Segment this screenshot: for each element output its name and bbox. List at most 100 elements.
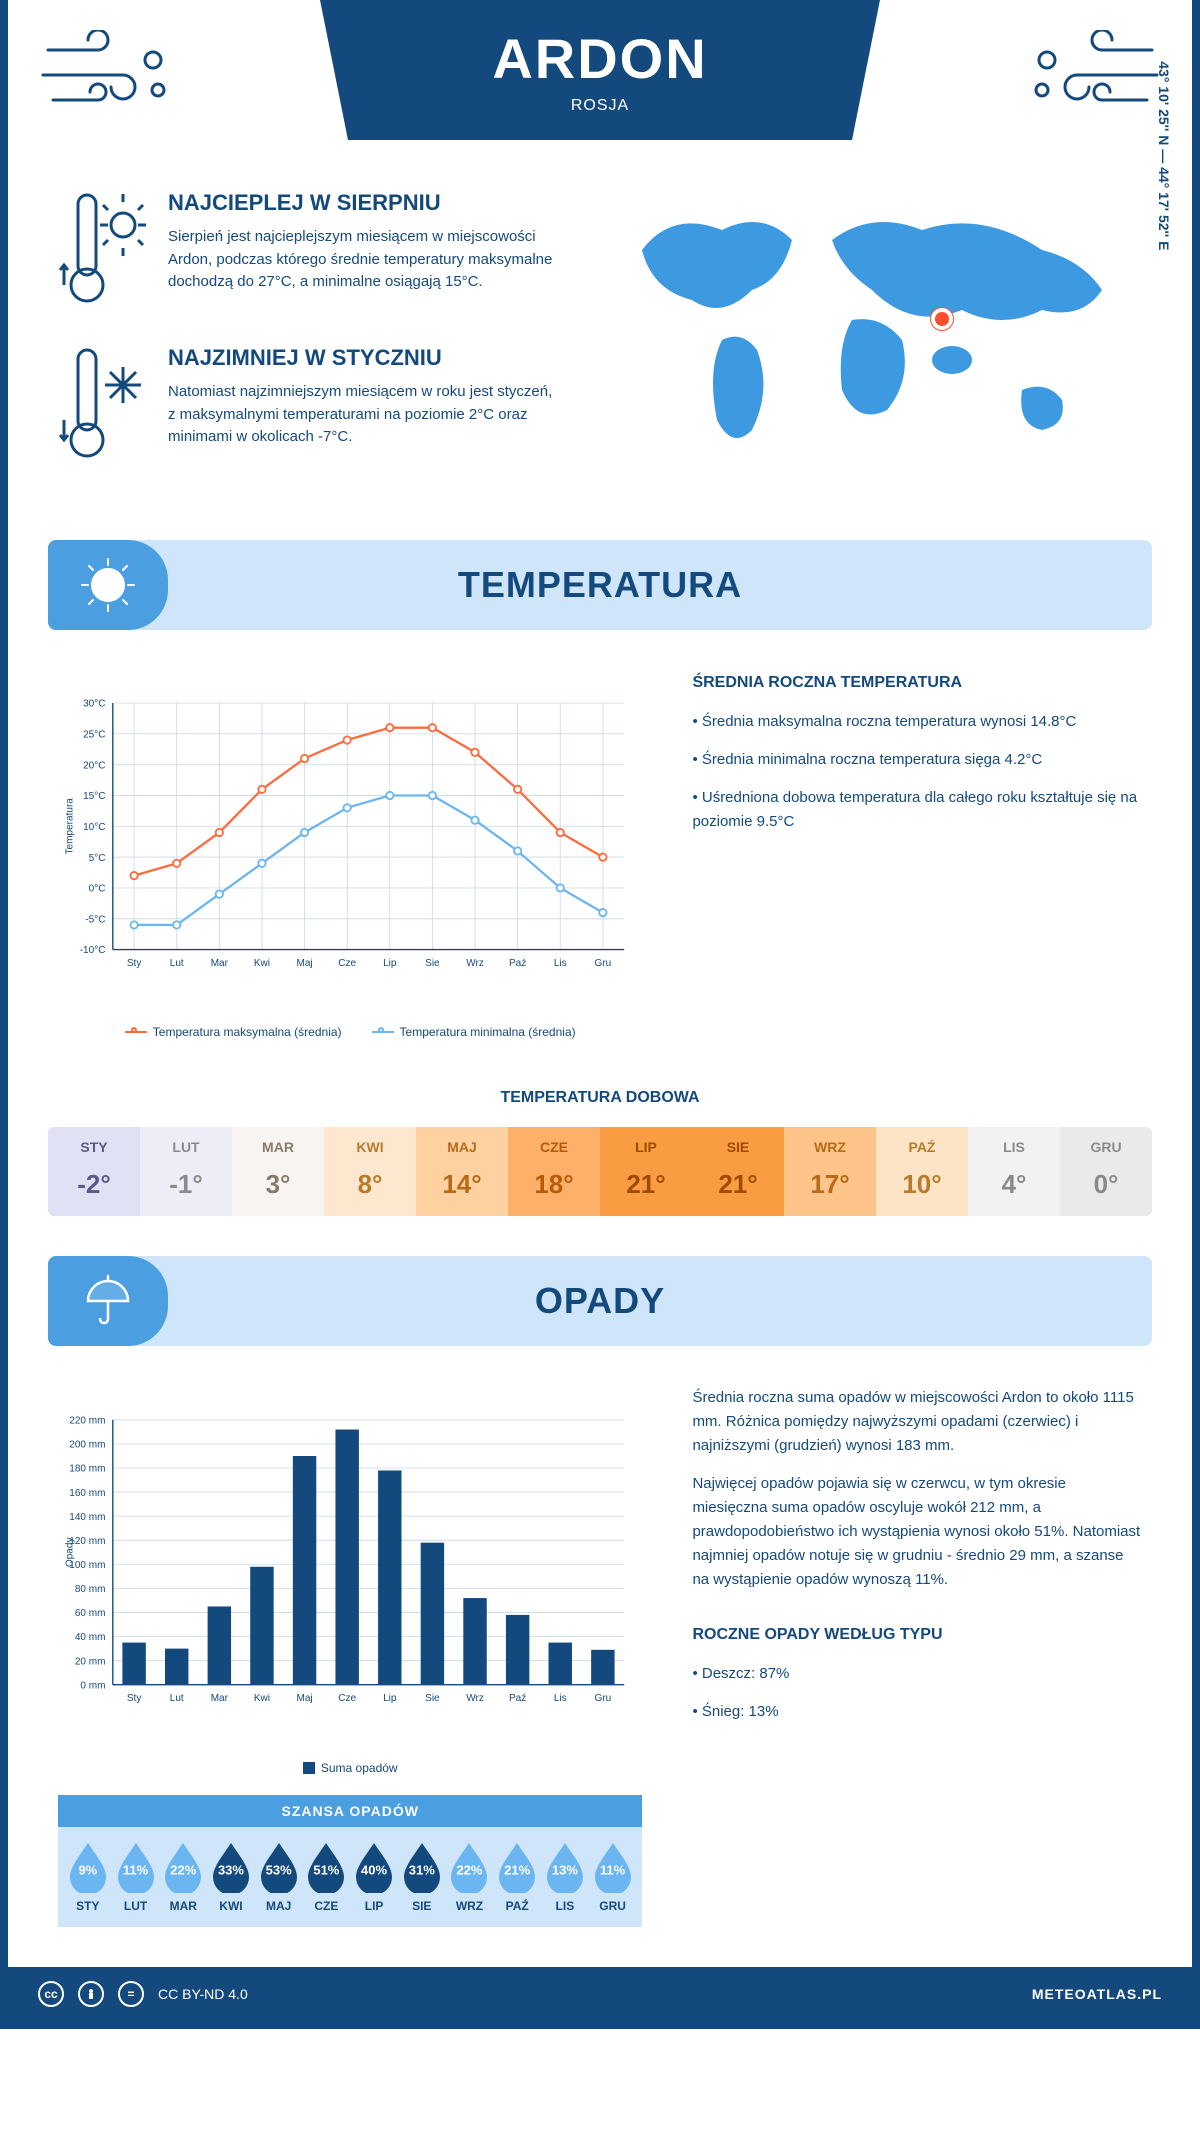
coldest-block: NAJZIMNIEJ W STYCZNIU Natomiast najzimni… xyxy=(58,345,562,470)
warmest-block: NAJCIEPLEJ W SIERPNIU Sierpień jest najc… xyxy=(58,190,562,315)
umbrella-icon xyxy=(48,1256,168,1346)
svg-text:Maj: Maj xyxy=(296,958,312,969)
svg-text:Opady: Opady xyxy=(65,1538,76,1568)
by-icon xyxy=(78,1981,104,2007)
location-title: ARDON xyxy=(492,26,707,91)
daily-temp-title: TEMPERATURA DOBOWA xyxy=(8,1089,1192,1107)
svg-text:Sty: Sty xyxy=(127,958,141,969)
rain-chance-drop: 11% LUT xyxy=(112,1841,160,1913)
svg-text:Mar: Mar xyxy=(211,1693,229,1704)
svg-text:5°C: 5°C xyxy=(89,853,106,864)
svg-text:220 mm: 220 mm xyxy=(69,1416,105,1427)
svg-text:Lip: Lip xyxy=(383,1693,397,1704)
title-banner: ARDON ROSJA xyxy=(320,0,880,140)
license-text: CC BY-ND 4.0 xyxy=(158,1986,248,2002)
month-cell: GRU0° xyxy=(1060,1127,1152,1216)
svg-text:Temperatura: Temperatura xyxy=(65,798,76,855)
rain-chance-drop: 53% MAJ xyxy=(255,1841,303,1913)
svg-text:Sie: Sie xyxy=(425,958,440,969)
rain-chance-drop: 21% PAŹ xyxy=(493,1841,541,1913)
precip-paragraph: Średnia roczna suma opadów w miejscowośc… xyxy=(692,1386,1142,1458)
warmest-text: Sierpień jest najcieplejszym miesiącem w… xyxy=(168,226,562,294)
temperature-legend: Temperatura maksymalna (średnia)Temperat… xyxy=(58,1025,642,1039)
svg-text:20 mm: 20 mm xyxy=(75,1656,106,1667)
coordinates: 43° 10' 25'' N — 44° 17' 52'' E xyxy=(1156,61,1172,250)
svg-text:20°C: 20°C xyxy=(83,760,105,771)
precip-paragraph: Najwięcej opadów pojawia się w czerwcu, … xyxy=(692,1472,1142,1592)
temperature-line-chart: -10°C-5°C0°C5°C10°C15°C20°C25°C30°CStyLu… xyxy=(58,670,642,1010)
intro-section: NAJCIEPLEJ W SIERPNIU Sierpień jest najc… xyxy=(8,160,1192,540)
svg-text:Paź: Paź xyxy=(509,958,526,969)
svg-text:25°C: 25°C xyxy=(83,729,105,740)
month-cell: KWI8° xyxy=(324,1127,416,1216)
daily-temp-table: STY-2°LUT-1°MAR3°KWI8°MAJ14°CZE18°LIP21°… xyxy=(48,1127,1152,1216)
svg-text:-5°C: -5°C xyxy=(85,914,105,925)
svg-text:30°C: 30°C xyxy=(83,699,105,710)
thermometer-hot-icon xyxy=(58,190,148,315)
precip-type-title: ROCZNE OPADY WEDŁUG TYPU xyxy=(692,1622,1142,1648)
svg-text:Lis: Lis xyxy=(554,1693,567,1704)
svg-text:Sty: Sty xyxy=(127,1693,141,1704)
svg-text:Cze: Cze xyxy=(338,1693,356,1704)
svg-text:Cze: Cze xyxy=(338,958,356,969)
rain-chance-drop: 22% WRZ xyxy=(446,1841,494,1913)
warmest-title: NAJCIEPLEJ W SIERPNIU xyxy=(168,190,562,216)
svg-text:Wrz: Wrz xyxy=(466,958,484,969)
month-cell: MAR3° xyxy=(232,1127,324,1216)
svg-text:200 mm: 200 mm xyxy=(69,1440,105,1451)
rain-chance-drop: 51% CZE xyxy=(303,1841,351,1913)
site-name: METEOATLAS.PL xyxy=(1032,1986,1162,2002)
svg-text:Wrz: Wrz xyxy=(466,1693,484,1704)
precipitation-text: Średnia roczna suma opadów w miejscowośc… xyxy=(692,1386,1142,1927)
thermometer-cold-icon xyxy=(58,345,148,470)
month-cell: SIE21° xyxy=(692,1127,784,1216)
month-cell: MAJ14° xyxy=(416,1127,508,1216)
svg-text:Paź: Paź xyxy=(509,1693,526,1704)
avg-temp-bullet: • Średnia maksymalna roczna temperatura … xyxy=(692,710,1142,734)
precip-type-bullet: • Deszcz: 87% xyxy=(692,1662,1142,1686)
avg-temp-bullet: • Średnia minimalna roczna temperatura s… xyxy=(692,748,1142,772)
month-cell: LUT-1° xyxy=(140,1127,232,1216)
precipitation-section-header: OPADY xyxy=(48,1256,1152,1346)
svg-text:Gru: Gru xyxy=(594,1693,611,1704)
temperature-title: TEMPERATURA xyxy=(168,564,1152,606)
svg-text:60 mm: 60 mm xyxy=(75,1608,106,1619)
month-cell: PAŹ10° xyxy=(876,1127,968,1216)
avg-temp-title: ŚREDNIA ROCZNA TEMPERATURA xyxy=(692,670,1142,696)
svg-text:Maj: Maj xyxy=(296,1693,312,1704)
svg-text:Lut: Lut xyxy=(170,958,184,969)
svg-text:Gru: Gru xyxy=(594,958,611,969)
month-cell: LIP21° xyxy=(600,1127,692,1216)
precipitation-legend: Suma opadów xyxy=(58,1761,642,1775)
wind-swirl-icon xyxy=(1022,30,1162,120)
svg-text:140 mm: 140 mm xyxy=(69,1512,105,1523)
svg-text:10°C: 10°C xyxy=(83,822,105,833)
svg-text:Lis: Lis xyxy=(554,958,567,969)
rain-chance-drop: 11% GRU xyxy=(589,1841,637,1913)
location-pin-icon xyxy=(931,308,953,330)
coldest-text: Natomiast najzimniejszym miesiącem w rok… xyxy=(168,381,562,449)
world-map: 43° 10' 25'' N — 44° 17' 52'' E xyxy=(602,190,1142,500)
avg-temp-bullet: • Uśredniona dobowa temperatura dla całe… xyxy=(692,786,1142,834)
nd-icon: = xyxy=(118,1981,144,2007)
svg-text:Lut: Lut xyxy=(170,1693,184,1704)
svg-text:0°C: 0°C xyxy=(89,884,106,895)
month-cell: WRZ17° xyxy=(784,1127,876,1216)
svg-text:Kwi: Kwi xyxy=(254,958,270,969)
precipitation-bar-chart: 0 mm20 mm40 mm60 mm80 mm100 mm120 mm140 … xyxy=(58,1386,642,1746)
coldest-title: NAJZIMNIEJ W STYCZNIU xyxy=(168,345,562,371)
rain-chance-panel: SZANSA OPADÓW 9% STY 11% LUT 22% MAR 33%… xyxy=(58,1795,642,1927)
precipitation-title: OPADY xyxy=(168,1280,1152,1322)
month-cell: CZE18° xyxy=(508,1127,600,1216)
precip-legend-label: Suma opadów xyxy=(321,1761,398,1775)
svg-text:0 mm: 0 mm xyxy=(80,1680,105,1691)
temperature-avg-text: ŚREDNIA ROCZNA TEMPERATURA • Średnia mak… xyxy=(692,670,1142,1039)
rain-chance-drop: 9% STY xyxy=(64,1841,112,1913)
svg-text:40 mm: 40 mm xyxy=(75,1632,106,1643)
svg-text:80 mm: 80 mm xyxy=(75,1584,106,1595)
svg-text:180 mm: 180 mm xyxy=(69,1464,105,1475)
country-subtitle: ROSJA xyxy=(571,97,629,115)
footer: cc = CC BY-ND 4.0 METEOATLAS.PL xyxy=(8,1967,1192,2021)
rain-chance-drop: 13% LIS xyxy=(541,1841,589,1913)
svg-text:Lip: Lip xyxy=(383,958,397,969)
